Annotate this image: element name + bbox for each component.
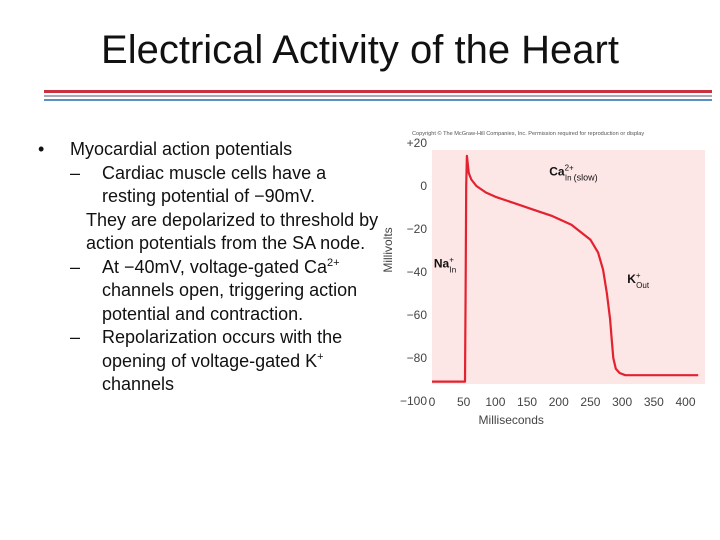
x-tick-label: 250 — [580, 395, 600, 409]
x-tick-label: 0 — [429, 395, 436, 409]
y-tick-label: −60 — [407, 308, 428, 322]
y-axis-label: Millivolts — [381, 227, 395, 272]
action-potential-chart: Copyright © The McGraw-Hill Companies, I… — [381, 130, 705, 427]
x-tick-label: 300 — [612, 395, 632, 409]
y-tick-label: 0 — [420, 179, 427, 193]
bullet-item: • Myocardial action potentials — [38, 138, 383, 162]
title-divider-red — [44, 90, 712, 93]
plot-area — [432, 150, 705, 384]
sub-bullet-item: – At −40mV, voltage-gated Ca2+ channels … — [38, 256, 383, 327]
dash-mark: – — [70, 327, 81, 347]
y-tick-label: −40 — [407, 265, 428, 279]
sub-bullet-item: – Cardiac muscle cells have a resting po… — [38, 162, 383, 209]
ion-direction: In — [565, 173, 572, 182]
ion-symbol: Na — [434, 257, 450, 271]
dash-mark: – — [70, 162, 81, 183]
sub-bullet-continuation: They are depolarized to threshold by act… — [86, 209, 379, 254]
bullet-list: • Myocardial action potentials – Cardiac… — [38, 138, 383, 397]
sub-bullet-text: Cardiac muscle cells have a resting pote… — [102, 162, 327, 207]
bullet-dot: • — [38, 139, 45, 159]
sub-bullet-text: At −40mV, voltage-gated Ca2+ channels op… — [102, 257, 357, 324]
ion-label: Na+ In — [434, 256, 456, 275]
x-tick-label: 350 — [644, 395, 664, 409]
ion-annotations: Ca2+ In (slow)Na+ InK+ Out — [434, 163, 650, 290]
ion-charge: + — [636, 271, 641, 280]
ion-charge: 2+ — [565, 163, 574, 172]
x-axis-label: Milliseconds — [479, 413, 544, 427]
sub-bullet-text: Repolarization occurs with the opening o… — [102, 327, 342, 394]
title-divider-blue — [44, 99, 712, 101]
x-tick-label: 400 — [676, 395, 696, 409]
slide-title: Electrical Activity of the Heart — [101, 28, 619, 72]
superscript: + — [317, 350, 324, 363]
action-potential-line — [432, 154, 699, 383]
x-tick-label: 150 — [517, 395, 537, 409]
y-tick-label: −100 — [400, 394, 427, 408]
ion-note: (slow) — [574, 172, 598, 182]
y-tick-label: +20 — [407, 136, 428, 150]
sub-bullet-item: – Repolarization occurs with the opening… — [38, 326, 383, 397]
x-tick-label: 200 — [549, 395, 569, 409]
title-divider-gray — [44, 95, 712, 97]
x-tick-label: 50 — [457, 395, 471, 409]
dash-mark: – — [70, 256, 81, 277]
x-axis-ticks: 0 50 100 150 200 250 300 350 400 — [429, 395, 696, 409]
superscript: 2+ — [326, 256, 340, 269]
ion-charge: + — [449, 256, 454, 265]
ion-direction: In — [450, 266, 457, 275]
text-part: Repolarization occurs with the opening o… — [102, 327, 343, 371]
text-part: At −40mV, voltage-gated Ca — [102, 256, 327, 277]
ion-label: Ca2+ In (slow) — [549, 163, 597, 182]
bullet-text: Myocardial action potentials — [70, 139, 293, 159]
x-tick-label: 100 — [485, 395, 505, 409]
text-part: channels open, triggering action potenti… — [102, 280, 358, 324]
ion-symbol: Ca — [549, 164, 565, 178]
ion-direction: Out — [636, 281, 650, 290]
ion-label: K+ Out — [627, 271, 650, 290]
y-tick-label: −20 — [407, 222, 428, 236]
copyright-notice: Copyright © The McGraw-Hill Companies, I… — [412, 130, 644, 137]
y-tick-label: −80 — [407, 351, 428, 365]
text-part: channels — [102, 374, 175, 394]
y-axis-ticks: +20 0 −20 −40 −60 −80 −100 — [400, 136, 427, 408]
ion-symbol: K — [627, 272, 636, 286]
